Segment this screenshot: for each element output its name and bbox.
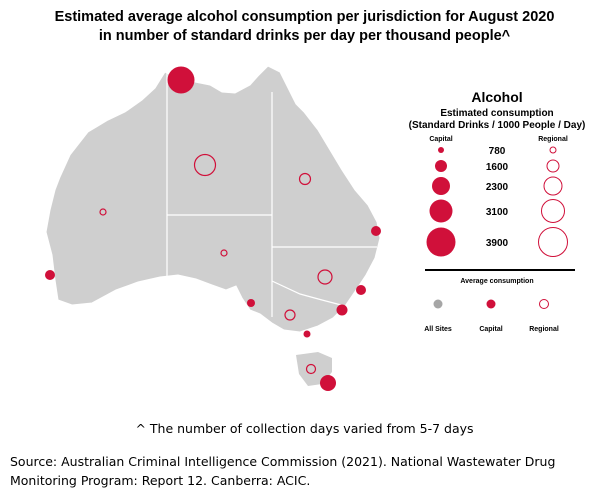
legend-capital-label: Capital <box>429 136 452 143</box>
legend-capital-2300 <box>432 177 450 195</box>
act-capital-marker[interactable] <box>336 304 348 316</box>
nt-capital-marker[interactable] <box>167 66 195 94</box>
sa-capital-marker[interactable] <box>247 299 255 307</box>
legend-size-3100: 3100 <box>486 207 509 218</box>
tas-capital-marker[interactable] <box>320 375 336 391</box>
legend-regional-dot <box>539 299 549 309</box>
qld-capital-marker[interactable] <box>371 226 381 236</box>
legend-size-780: 780 <box>489 146 506 157</box>
tas-regional-marker[interactable] <box>305 363 317 375</box>
legend-regional-dot-label: Regional <box>529 326 559 333</box>
footnote: ^ The number of collection days varied f… <box>135 421 474 436</box>
legend-size-3900: 3900 <box>486 238 509 249</box>
source-citation: Source: Australian Criminal Intelligence… <box>10 454 556 488</box>
title-line-2: in number of standard drinks per day per… <box>98 28 511 44</box>
legend-capital-dot <box>486 299 496 309</box>
title-line-1: Estimated average alcohol consumption pe… <box>54 9 555 25</box>
legend-heading: Alcohol <box>471 89 522 105</box>
map-markers <box>45 66 381 391</box>
legend-regional-2300 <box>543 176 563 196</box>
legend-all-sites-label: All Sites <box>424 326 452 333</box>
legend-subtitle-2: (Standard Drinks / 1000 People / Day) <box>409 120 586 131</box>
sa-regional-marker[interactable] <box>220 249 228 257</box>
vic-regional-marker[interactable] <box>284 309 296 321</box>
legend-subtitle-1: Estimated consumption <box>440 108 553 119</box>
legend-regional-label: Regional <box>538 136 568 143</box>
vic-capital-marker[interactable] <box>303 330 311 338</box>
legend-regional-3900 <box>538 227 568 257</box>
state-borders <box>166 72 377 317</box>
nt-regional-marker[interactable] <box>193 153 217 177</box>
wa-capital-marker[interactable] <box>45 270 55 280</box>
legend-size-1600: 1600 <box>486 162 509 173</box>
legend: Alcohol Estimated consumption (Standard … <box>409 89 586 333</box>
legend-capital-3100 <box>429 199 453 223</box>
legend-all-sites-dot <box>433 299 443 309</box>
legend-capital-dot-label: Capital <box>479 326 502 333</box>
nsw-regional-marker[interactable] <box>317 269 333 285</box>
legend-capital-3900 <box>426 227 456 257</box>
legend-regional-1600 <box>546 159 560 173</box>
map-title: Estimated average alcohol consumption pe… <box>0 8 609 46</box>
australia-map: Alcohol Estimated consumption (Standard … <box>45 65 586 391</box>
legend-capital-780 <box>438 147 444 153</box>
legend-size-2300: 2300 <box>486 182 509 193</box>
nsw-capital-marker[interactable] <box>356 285 366 295</box>
legend-average-heading: Average consumption <box>460 278 533 285</box>
wa-regional-marker[interactable] <box>99 208 107 216</box>
legend-regional-780 <box>549 146 557 154</box>
legend-regional-3100 <box>541 199 565 223</box>
legend-capital-1600 <box>435 160 447 172</box>
mainland-australia <box>45 65 381 333</box>
qld-regional-marker[interactable] <box>298 172 312 186</box>
